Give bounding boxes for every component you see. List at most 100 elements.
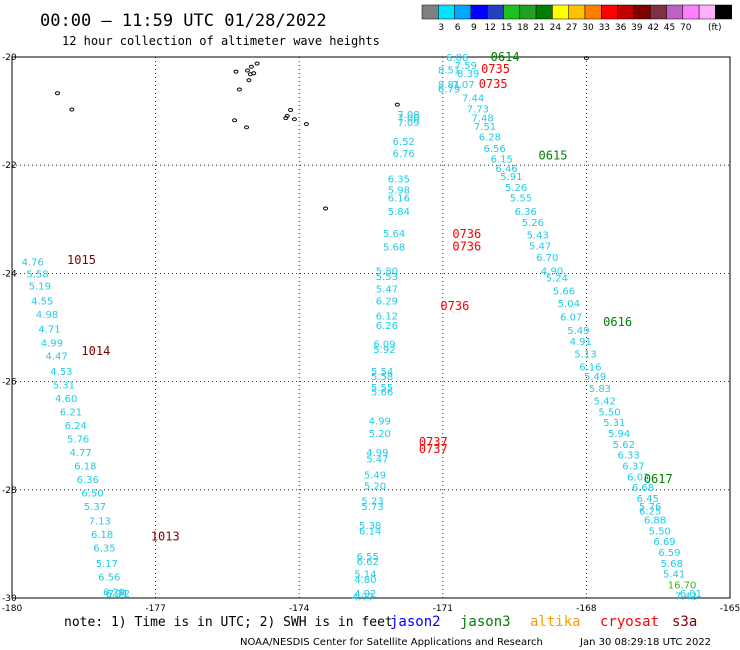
colorbar-swatch — [698, 4, 716, 20]
colorbar-swatch — [649, 4, 667, 20]
swh-value: 6.18 — [91, 530, 113, 541]
swh-value: 5.19 — [29, 281, 51, 292]
swh-value: 6.52 — [393, 137, 415, 148]
swh-value: 5.58 — [371, 372, 393, 383]
swh-value: 7.09 — [397, 118, 419, 129]
colorbar-swatch — [438, 4, 455, 20]
pass-time-label: 1015 — [67, 253, 96, 267]
swh-value: 5.43 — [527, 230, 549, 241]
pass-time-label: 1013 — [151, 529, 180, 543]
swh-value: 7.42 — [675, 591, 697, 602]
swh-value: 5.66 — [553, 287, 575, 298]
swh-value: 6.02 — [627, 472, 649, 483]
pass-labels: 0614073507350615073607361015073606161014… — [67, 50, 673, 543]
pass-time-label: 0614 — [491, 50, 520, 64]
island-outline — [246, 78, 252, 83]
swh-value: 8.51 — [438, 65, 460, 76]
swh-value: 6.68 — [632, 483, 654, 494]
satellite-legend-cryosat: cryosat — [600, 614, 659, 630]
swh-value: 5.37 — [84, 502, 106, 513]
swh-value: 5.23 — [361, 497, 383, 508]
pass-time-label: 1014 — [81, 344, 110, 358]
swh-value: 6.16 — [388, 194, 410, 205]
swh-value: 7.07 — [452, 80, 474, 91]
swh-value: 6.94 — [105, 589, 127, 600]
pass-time-label: 0735 — [481, 62, 510, 76]
colorbar-swatch — [617, 4, 635, 20]
swh-value: 6.18 — [74, 461, 96, 472]
pass-time-label: 0617 — [644, 472, 673, 486]
swh-value: 5.83 — [589, 384, 611, 395]
island-outline — [54, 91, 60, 96]
swh-value: 6.88 — [644, 516, 666, 527]
swh-value: 5.76 — [67, 434, 89, 445]
swh-value: 5.53 — [376, 272, 398, 283]
swh-value: 4.77 — [352, 592, 374, 603]
swh-value: 5.68 — [383, 242, 405, 253]
swh-value: 5.68 — [661, 559, 683, 570]
page-subtitle: 12 hour collection of altimeter wave hei… — [62, 34, 380, 48]
swh-value: 6.36 — [77, 475, 99, 486]
swh-value: 6.35 — [93, 544, 115, 555]
map-panel: 6.068.517.598.398.816.797.07 7.447.737.48… — [11, 50, 731, 603]
lon-tick-label: -171 — [433, 604, 453, 614]
swh-value: 6.36 — [515, 207, 537, 218]
lat-tick-label: -30 — [2, 594, 17, 604]
lon-tick-label: -177 — [145, 604, 165, 614]
swh-value: 6.29 — [376, 296, 398, 307]
colorbar-label: 12 — [484, 23, 495, 33]
swh-value: 6.12 — [376, 312, 398, 323]
swh-value: 5.26 — [522, 218, 544, 229]
swh-value: 7.13 — [89, 517, 111, 528]
colorbar-swatch — [552, 4, 569, 20]
colorbar-label: 15 — [501, 23, 512, 33]
swh-value: 16.70 — [668, 580, 697, 591]
colorbar-label: 42 — [647, 23, 658, 33]
swh-value: 6.14 — [359, 526, 381, 537]
swh-value: 4.55 — [31, 296, 53, 307]
colorbar-label: 27 — [566, 23, 577, 33]
colorbar-label: 30 — [582, 23, 594, 33]
map-frame — [11, 56, 731, 599]
pass-time-label: 0736 — [440, 299, 469, 313]
swh-value: 6.70 — [536, 253, 558, 264]
coastline-islands — [54, 56, 589, 211]
colorbar-swatch — [486, 4, 504, 20]
swh-value: 5.20 — [369, 429, 391, 440]
swh-value: 5.76 — [639, 502, 661, 513]
island-outline — [245, 68, 251, 73]
swh-value: 5.42 — [594, 397, 616, 408]
swh-value: 5.73 — [361, 502, 383, 513]
swh-value: 5.47 — [529, 241, 551, 252]
colorbar-label: 3 — [438, 23, 444, 33]
satellite-legend-jason2: jason2 — [390, 614, 441, 630]
swh-value: 4.71 — [38, 325, 60, 336]
pass-time-label: 0616 — [603, 315, 632, 329]
swh-value: 5.62 — [613, 440, 635, 451]
swh-value: 5.50 — [649, 526, 671, 537]
swh-value: 6.45 — [637, 494, 659, 505]
pass-time-label: 0736 — [452, 227, 481, 241]
swh-value: 5.49 — [364, 471, 386, 482]
colorbar-label: 21 — [533, 23, 544, 33]
swh-value: 5.55 — [510, 194, 532, 205]
colorbar-swatch — [503, 4, 521, 20]
swh-value: 5.20 — [364, 481, 386, 492]
colorbar-swatch — [584, 4, 602, 20]
page-title: 00:00 — 11:59 UTC 01/28/2022 — [40, 11, 327, 31]
island-outline — [583, 56, 589, 61]
swh-value: 6.15 — [491, 155, 513, 166]
swh-value: 7.08 — [397, 110, 419, 121]
swh-value: 4.77 — [69, 448, 91, 459]
swh-value: 5.14 — [354, 570, 376, 581]
colorbar-legend: 3 6 9 12 15 18 21 24 27 30 33 36 39 42 45 70 — [421, 4, 732, 33]
colorbar-swatch — [568, 4, 586, 20]
satellite-legend-altika: altika — [530, 614, 581, 630]
swh-value: 4.53 — [50, 367, 72, 378]
swh-value: 4.47 — [46, 352, 68, 363]
swh-value: 6.06 — [446, 53, 468, 64]
swh-value: 6.07 — [560, 313, 582, 324]
swh-value: 6.16 — [579, 362, 601, 373]
island-outline — [323, 206, 329, 211]
